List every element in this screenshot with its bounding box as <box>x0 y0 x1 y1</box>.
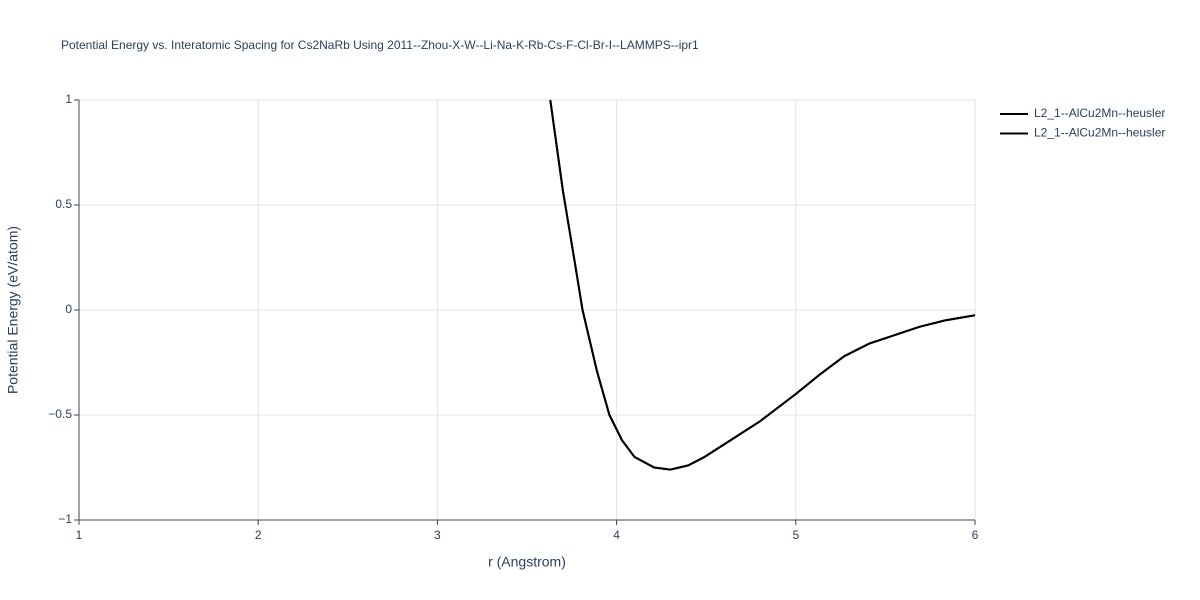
y-tick-label: −0.5 <box>48 407 72 421</box>
legend-label: L2_1--AlCu2Mn--heusler <box>1034 126 1165 140</box>
y-axis-label: Potential Energy (eV/atom) <box>5 226 21 394</box>
chart-title: Potential Energy vs. Interatomic Spacing… <box>61 38 699 52</box>
line-series <box>549 99 976 471</box>
x-axis-label: r (Angstrom) <box>488 554 566 570</box>
y-tick-label: 0 <box>65 302 72 316</box>
legend-label: L2_1--AlCu2Mn--heusler <box>1034 106 1165 120</box>
y-tick-label: 0.5 <box>55 197 72 211</box>
y-tick-label: −1 <box>58 512 72 526</box>
plot-area <box>549 99 976 471</box>
x-tick-label: 1 <box>76 528 83 542</box>
x-tick-label: 3 <box>434 528 441 542</box>
x-tick-label: 6 <box>972 528 979 542</box>
x-tick-label: 2 <box>255 528 262 542</box>
line-series <box>549 99 976 471</box>
x-tick-label: 4 <box>613 528 620 542</box>
x-tick-label: 5 <box>792 528 799 542</box>
y-tick-label: 1 <box>65 92 72 106</box>
